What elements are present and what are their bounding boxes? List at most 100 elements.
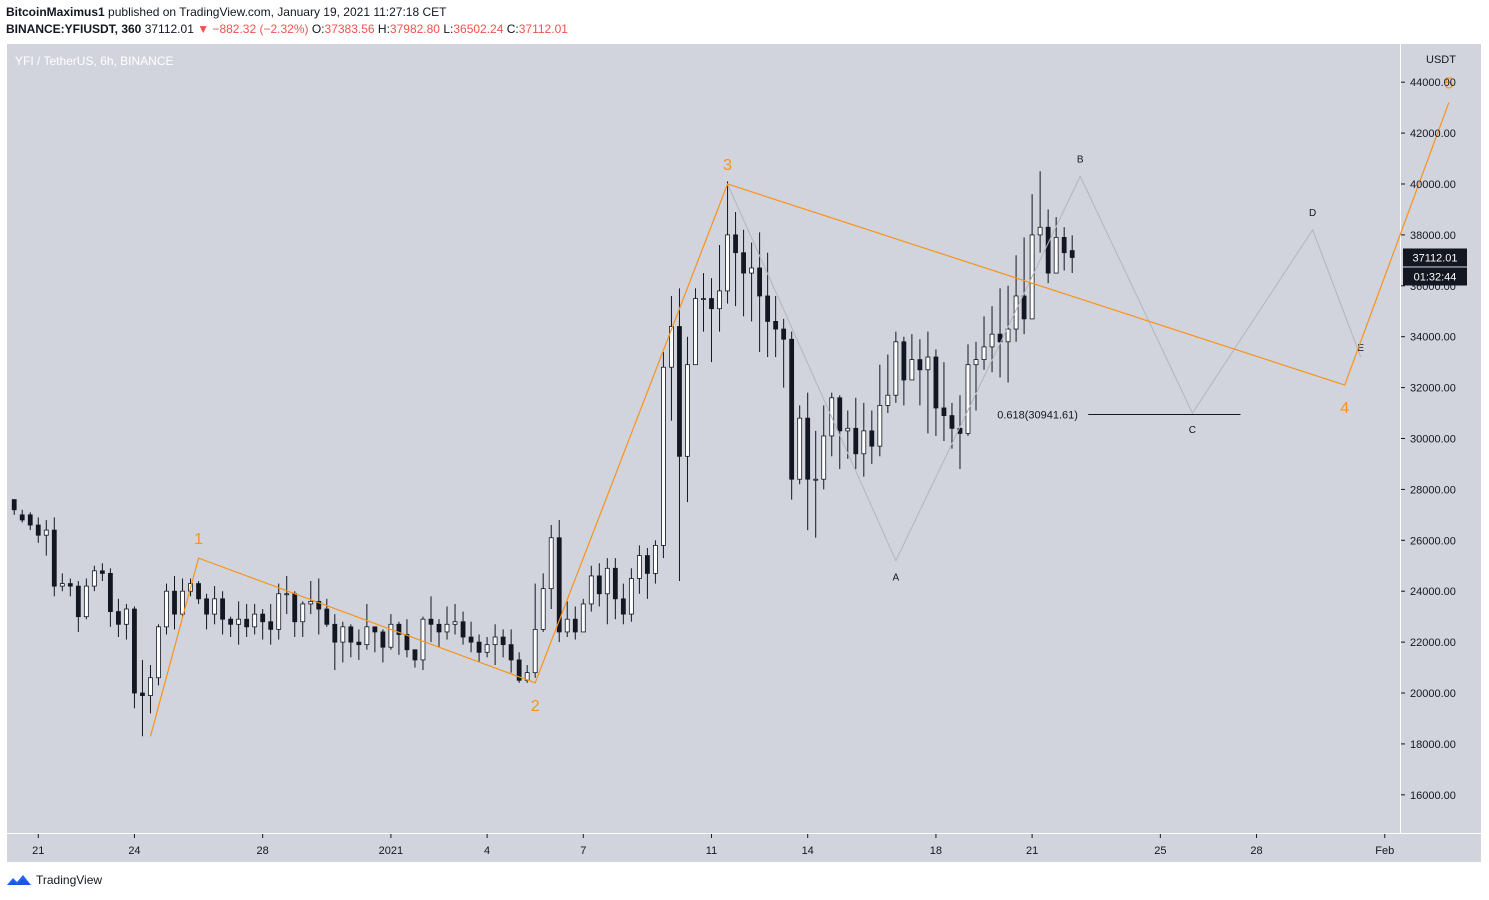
time-tick-label: 7	[580, 845, 586, 857]
candle	[67, 583, 73, 587]
candle	[620, 598, 626, 615]
candle	[196, 583, 201, 600]
candle	[781, 328, 787, 340]
countdown-label: 01:32:44	[1414, 271, 1457, 283]
candle	[893, 341, 899, 396]
candle	[500, 636, 506, 646]
price-tick-label: 26000.00	[1410, 535, 1456, 547]
last-price-label: 37112.01	[1412, 252, 1457, 264]
time-axis[interactable]	[7, 834, 1481, 862]
time-tick-label: 25	[1154, 845, 1166, 857]
candle	[612, 567, 618, 600]
candle	[236, 618, 242, 625]
candle	[35, 524, 41, 536]
price-tick-label: 40000.00	[1410, 179, 1456, 191]
close-value: 37112.01	[518, 22, 568, 36]
candle	[837, 397, 843, 432]
candle	[644, 555, 650, 574]
time-tick-label: 28	[257, 845, 269, 857]
wave-line	[149, 102, 1450, 737]
footer-branding: TradingView	[6, 873, 102, 887]
time-tick-label: 11	[706, 845, 717, 857]
footer-brand: TradingView	[36, 873, 103, 887]
candle	[436, 623, 442, 633]
candle	[476, 641, 482, 653]
candle	[653, 544, 658, 574]
candle	[933, 356, 939, 409]
candle	[428, 618, 434, 625]
candle	[59, 583, 65, 587]
candle	[773, 321, 779, 330]
time-tick-label: 18	[930, 845, 942, 857]
wave-label-4: 4	[1340, 400, 1349, 417]
candle	[212, 598, 217, 615]
price-tick-label: 24000.00	[1410, 586, 1456, 598]
price-tick-label: 32000.00	[1410, 383, 1456, 395]
candle	[532, 628, 538, 674]
time-tick-label: Feb	[1375, 845, 1394, 857]
candle	[596, 575, 602, 595]
candle	[388, 623, 394, 648]
candle	[116, 611, 121, 625]
published-text: published on TradingView.com, January 19…	[108, 5, 447, 19]
candle	[572, 618, 578, 633]
wave-label-2: 2	[531, 698, 540, 715]
price-tick-label: 18000.00	[1410, 739, 1456, 751]
candle	[132, 608, 137, 694]
candle	[452, 621, 458, 625]
candle	[420, 618, 426, 661]
projection-label-a: A	[893, 573, 900, 584]
candle	[580, 603, 586, 633]
price-tick-label: 20000.00	[1410, 688, 1456, 700]
candle	[172, 590, 177, 615]
wave-label-1: 1	[194, 531, 203, 548]
candle	[636, 555, 642, 579]
open-value: 37383.56	[324, 22, 375, 36]
candle	[75, 585, 81, 618]
candle	[941, 407, 947, 416]
candle	[701, 298, 706, 300]
price-tick-label: 28000.00	[1410, 484, 1456, 496]
candle	[853, 427, 859, 455]
candle	[981, 346, 987, 361]
time-tick-label: 21	[1026, 845, 1038, 857]
chart-plot-area[interactable]: YFI / TetherUS, 6h, BINANCE	[7, 44, 1400, 833]
candle	[372, 626, 378, 633]
candle	[51, 529, 57, 587]
candle	[140, 692, 145, 696]
candle	[252, 613, 258, 628]
candle	[556, 537, 562, 633]
candle	[949, 415, 955, 429]
pane-title: YFI / TetherUS, 6h, BINANCE	[15, 54, 174, 68]
candle	[516, 659, 522, 681]
last-price-badge	[1403, 248, 1467, 267]
candle	[925, 356, 931, 371]
last-value: 37112.01	[144, 22, 194, 36]
candle	[628, 578, 634, 615]
candle	[99, 570, 105, 574]
candle	[11, 499, 17, 511]
chart-svg: 0.618(30941.61)ABCDE12345USDT44000.00420…	[11, 54, 1467, 857]
candle	[348, 626, 354, 643]
price-tick-label: 44000.00	[1410, 77, 1456, 89]
candle	[1021, 295, 1027, 320]
candle	[965, 364, 971, 434]
symbol-label[interactable]: BINANCE:YFIUSDT, 360	[6, 22, 142, 36]
candle	[877, 405, 883, 447]
author-name[interactable]: BitcoinMaximus1	[6, 5, 105, 19]
candle	[564, 618, 570, 633]
candle	[749, 267, 754, 274]
candle	[733, 234, 738, 254]
high-value: 37982.80	[389, 22, 440, 36]
candle	[276, 593, 282, 630]
candle	[180, 590, 185, 615]
high-label: H:	[377, 22, 390, 36]
wave-label-5: 5	[1444, 76, 1453, 93]
price-axis[interactable]	[1401, 44, 1481, 833]
candle	[228, 618, 234, 625]
candle	[91, 570, 97, 587]
fib-label: 0.618(30941.61)	[997, 410, 1078, 422]
candle	[404, 634, 410, 651]
candle	[677, 326, 682, 457]
candle	[869, 430, 875, 447]
